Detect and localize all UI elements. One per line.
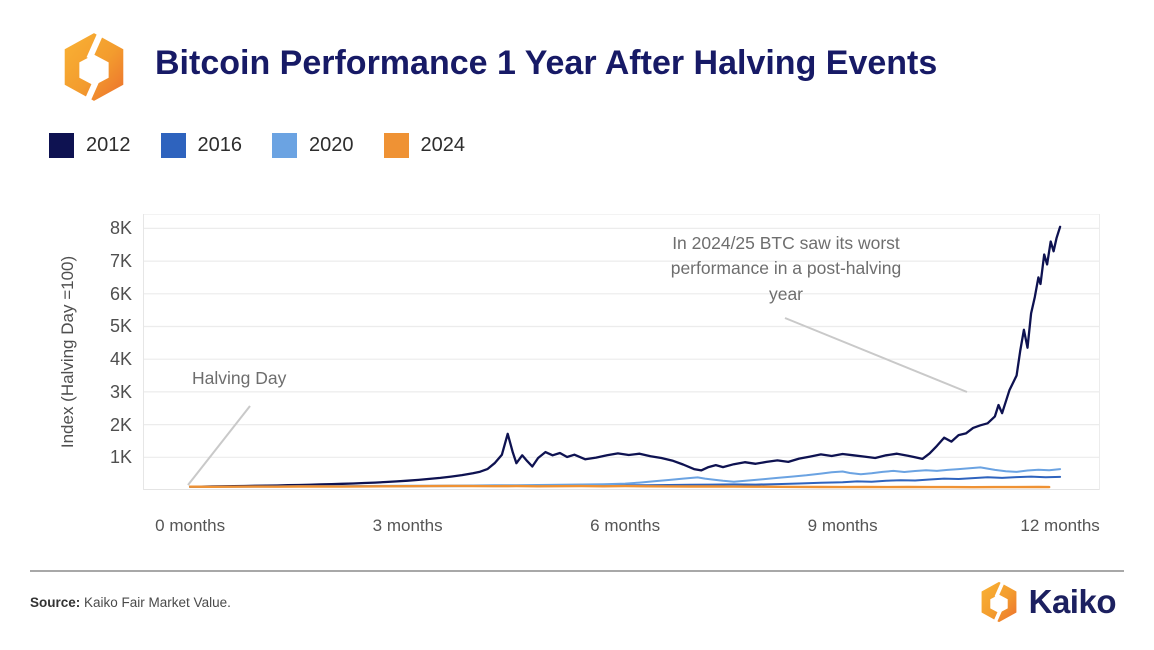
halving-day-callout-line <box>187 405 251 486</box>
annotation-callout-lines <box>187 317 968 486</box>
x-tick-6-months: 6 months <box>590 516 661 535</box>
legend-item-2012: 2012 <box>49 133 131 158</box>
gridlines <box>143 214 1100 490</box>
worst-performance-annotation: In 2024/25 BTC saw its worst performance… <box>670 233 902 304</box>
legend-item-2016: 2016 <box>160 133 243 158</box>
source-label: Source: <box>30 595 81 610</box>
legend-swatch-2016 <box>160 133 186 158</box>
kaiko-wordmark: Kaiko <box>1028 583 1117 620</box>
x-tick-0-months: 0 months <box>155 516 226 535</box>
plot-svg <box>143 214 1100 490</box>
halving-day-annotation: Halving Day <box>192 368 287 388</box>
source-text: Kaiko Fair Market Value. <box>84 595 231 610</box>
y-tick-2K: 2K <box>109 414 132 435</box>
page-title: Bitcoin Performance 1 Year After Halving… <box>155 44 938 82</box>
y-tick-6K: 6K <box>109 283 132 304</box>
legend-swatch-2024 <box>383 133 409 158</box>
y-tick-7K: 7K <box>109 251 132 272</box>
y-tick-4K: 4K <box>109 349 132 370</box>
x-tick-3-months: 3 months <box>372 516 443 535</box>
kaiko-logo-icon <box>64 30 124 104</box>
x-tick-9-months: 9 months <box>807 516 878 535</box>
y-tick-1K: 1K <box>109 447 132 468</box>
y-axis-ticks: 1K 2K 3K 4K 5K 6K 7K 8K <box>90 214 138 490</box>
y-tick-8K: 8K <box>109 218 132 239</box>
footer-brand: Kaiko <box>977 578 1117 626</box>
source-note: Source: Kaiko Fair Market Value. <box>30 595 231 610</box>
legend-label-2016: 2016 <box>197 134 243 156</box>
plot-area <box>143 214 1100 490</box>
data-series-lines <box>188 225 1062 489</box>
series-line-2024 <box>188 484 1051 489</box>
legend-label-2020: 2020 <box>309 134 354 156</box>
legend-swatch-2012 <box>49 133 74 158</box>
series-line-2012 <box>188 225 1062 488</box>
footer-divider <box>30 570 1124 572</box>
worst-performance-callout-line <box>784 317 968 393</box>
y-tick-3K: 3K <box>109 381 132 402</box>
legend-item-2020: 2020 <box>272 133 354 158</box>
legend-label-2024: 2024 <box>420 134 466 156</box>
x-axis-ticks: 0 months 3 months 6 months 9 months 12 month… <box>143 516 1100 542</box>
legend-label-2012: 2012 <box>86 134 131 156</box>
x-tick-12-months: 12 months <box>1020 516 1100 535</box>
kaiko-footer-logo-icon <box>981 579 1017 625</box>
legend-item-2024: 2024 <box>383 133 466 158</box>
legend-swatch-2020 <box>272 133 297 158</box>
y-tick-5K: 5K <box>109 316 132 337</box>
y-axis-label: Index (Halving Day =100) <box>58 255 77 449</box>
chart-legend: 2012 2016 2020 2024 <box>49 133 465 158</box>
